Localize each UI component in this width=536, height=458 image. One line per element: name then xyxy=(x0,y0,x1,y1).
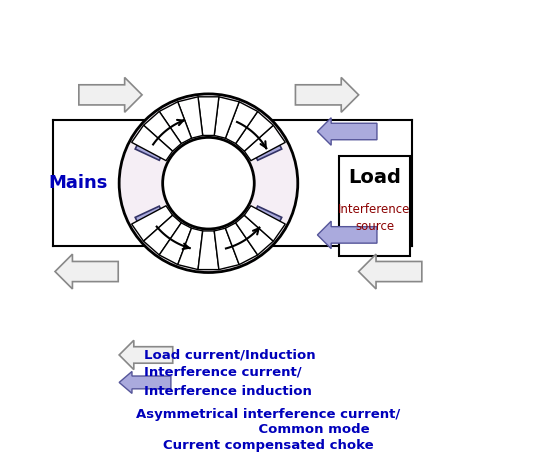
Text: Load current/Induction: Load current/Induction xyxy=(144,349,316,361)
Text: Asymmetrical interference current/: Asymmetrical interference current/ xyxy=(136,408,400,421)
Polygon shape xyxy=(317,221,377,249)
Text: Interference
source: Interference source xyxy=(338,203,411,233)
Polygon shape xyxy=(295,77,359,112)
Polygon shape xyxy=(144,111,181,151)
Polygon shape xyxy=(119,340,173,370)
Circle shape xyxy=(119,94,298,273)
Polygon shape xyxy=(226,102,258,143)
Polygon shape xyxy=(236,215,273,255)
Text: Common mode: Common mode xyxy=(166,423,370,436)
Text: Current compensated choke: Current compensated choke xyxy=(163,439,373,452)
Polygon shape xyxy=(178,97,203,138)
Polygon shape xyxy=(226,223,258,265)
Text: Interference induction: Interference induction xyxy=(144,385,312,398)
Polygon shape xyxy=(214,228,239,270)
Circle shape xyxy=(162,137,254,229)
Polygon shape xyxy=(159,223,191,265)
Polygon shape xyxy=(135,103,282,160)
Polygon shape xyxy=(244,125,285,161)
Polygon shape xyxy=(135,206,282,264)
Polygon shape xyxy=(214,97,239,138)
Polygon shape xyxy=(132,125,173,161)
Polygon shape xyxy=(144,215,181,255)
Text: Load: Load xyxy=(348,169,401,187)
Polygon shape xyxy=(159,102,191,143)
Text: Interference current/: Interference current/ xyxy=(144,366,302,379)
Polygon shape xyxy=(119,371,171,393)
Polygon shape xyxy=(198,231,219,270)
Polygon shape xyxy=(359,254,422,289)
Polygon shape xyxy=(317,118,377,145)
Polygon shape xyxy=(55,254,118,289)
Polygon shape xyxy=(79,77,142,112)
Polygon shape xyxy=(236,111,273,151)
Polygon shape xyxy=(198,97,219,136)
Polygon shape xyxy=(132,206,173,241)
Polygon shape xyxy=(178,228,203,270)
Text: Mains: Mains xyxy=(48,174,108,192)
Bar xyxy=(339,156,410,256)
Polygon shape xyxy=(244,206,285,241)
